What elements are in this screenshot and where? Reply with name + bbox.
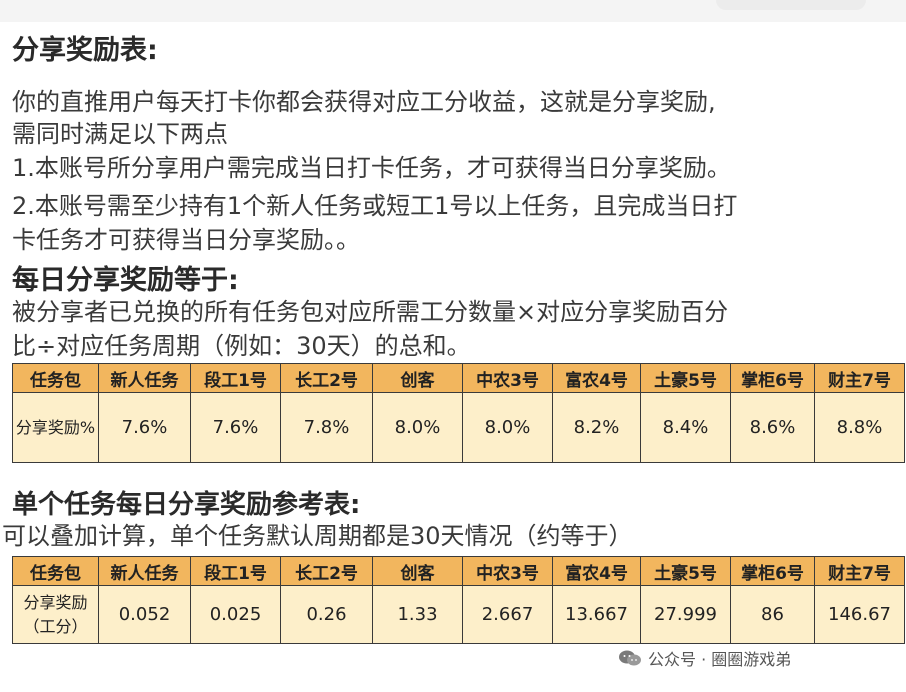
share-reward-title: 分享奖励表: xyxy=(12,35,158,66)
header-cell: 富农4号 xyxy=(552,556,641,586)
header-cell: 段工1号 xyxy=(190,556,281,586)
share-percent-table: 任务包 新人任务 段工1号 长工2号 创客 中农3号 富农4号 土豪5号 掌柜6… xyxy=(12,363,905,463)
value-cell: 13.667 xyxy=(552,585,641,644)
watermark: 公众号 · 圈圈游戏弟 xyxy=(618,645,791,671)
header-cell: 长工2号 xyxy=(280,556,373,586)
header-cell: 掌柜6号 xyxy=(730,363,815,393)
header-cell: 段工1号 xyxy=(190,363,281,393)
header-cell: 富农4号 xyxy=(552,363,641,393)
value-cell: 7.8% xyxy=(280,392,373,463)
value-cell: 8.8% xyxy=(814,392,905,463)
table-header-row: 任务包 新人任务 段工1号 长工2号 创客 中农3号 富农4号 土豪5号 掌柜6… xyxy=(12,556,905,586)
header-cell: 长工2号 xyxy=(280,363,373,393)
value-cell: 8.6% xyxy=(730,392,815,463)
header-cell: 创客 xyxy=(372,363,463,393)
value-cell: 8.4% xyxy=(640,392,731,463)
reference-note: 可以叠加计算，单个任务默认周期都是30天情况（约等于） xyxy=(2,522,633,550)
top-bar-tab xyxy=(716,0,866,10)
header-cell: 创客 xyxy=(372,556,463,586)
value-cell: 2.667 xyxy=(462,585,553,644)
value-cell: 0.025 xyxy=(190,585,281,644)
line-5: 卡任务才可获得当日分享奖励。。 xyxy=(12,226,360,254)
value-cell: 27.999 xyxy=(640,585,731,644)
table-header-row: 任务包 新人任务 段工1号 长工2号 创客 中农3号 富农4号 土豪5号 掌柜6… xyxy=(12,363,905,393)
line-3: 1.本账号所分享用户需完成当日打卡任务，才可获得当日分享奖励。 xyxy=(12,154,731,182)
header-cell: 任务包 xyxy=(12,363,99,393)
value-cell: 8.0% xyxy=(462,392,553,463)
top-bar xyxy=(0,0,906,22)
value-cell: 86 xyxy=(730,585,815,644)
table-row: 分享奖励% 7.6% 7.6% 7.8% 8.0% 8.0% 8.2% 8.4%… xyxy=(12,392,905,463)
value-cell: 7.6% xyxy=(190,392,281,463)
watermark-text: 公众号 · 圈圈游戏弟 xyxy=(648,650,792,669)
header-cell: 财主7号 xyxy=(814,556,905,586)
header-cell: 任务包 xyxy=(12,556,99,586)
header-cell: 新人任务 xyxy=(98,363,191,393)
value-cell: 8.2% xyxy=(552,392,641,463)
value-cell: 7.6% xyxy=(98,392,191,463)
daily-reward-title: 每日分享奖励等于: xyxy=(12,265,239,296)
header-cell: 土豪5号 xyxy=(640,556,731,586)
header-cell: 财主7号 xyxy=(814,363,905,393)
reference-table-title: 单个任务每日分享奖励参考表: xyxy=(12,490,361,520)
value-cell: 146.67 xyxy=(814,585,905,644)
row-label: 分享奖励% xyxy=(12,392,99,463)
formula-line-2: 比÷对应任务周期（例如：30天）的总和。 xyxy=(12,332,471,360)
reference-table: 任务包 新人任务 段工1号 长工2号 创客 中农3号 富农4号 土豪5号 掌柜6… xyxy=(12,556,905,644)
line-1: 你的直推用户每天打卡你都会获得对应工分收益，这就是分享奖励, xyxy=(12,88,716,116)
row-label: 分享奖励（工分） xyxy=(12,585,99,644)
header-cell: 土豪5号 xyxy=(640,363,731,393)
value-cell: 0.052 xyxy=(98,585,191,644)
value-cell: 1.33 xyxy=(372,585,463,644)
header-cell: 中农3号 xyxy=(462,363,553,393)
value-cell: 8.0% xyxy=(372,392,463,463)
line-4: 2.本账号需至少持有1个新人任务或短工1号以上任务，且完成当日打 xyxy=(12,192,738,220)
line-2: 需同时满足以下两点 xyxy=(12,120,228,148)
wechat-icon xyxy=(619,650,641,666)
formula-line-1: 被分享者已兑换的所有任务包对应所需工分数量×对应分享奖励百分 xyxy=(12,298,729,326)
header-cell: 中农3号 xyxy=(462,556,553,586)
header-cell: 新人任务 xyxy=(98,556,191,586)
value-cell: 0.26 xyxy=(280,585,373,644)
table-row: 分享奖励（工分） 0.052 0.025 0.26 1.33 2.667 13.… xyxy=(12,585,905,644)
header-cell: 掌柜6号 xyxy=(730,556,815,586)
